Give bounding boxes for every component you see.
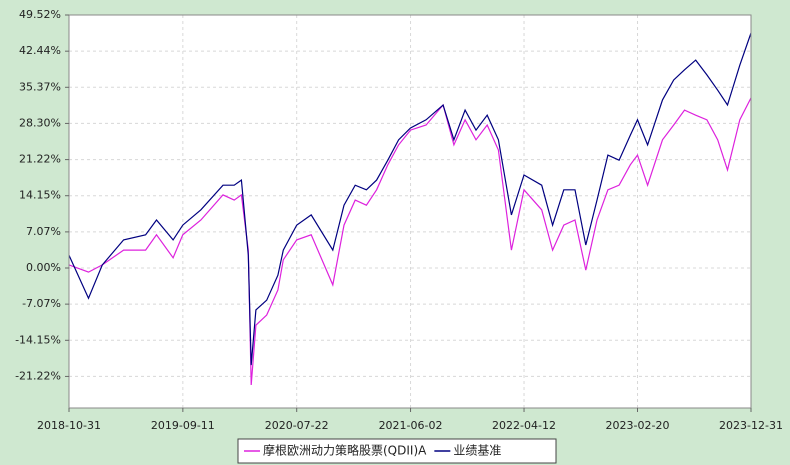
y-tick-label: 7.07% [26,225,61,238]
x-tick-label: 2019-09-11 [151,419,215,432]
x-tick-label: 2023-02-20 [606,419,670,432]
x-tick-label: 2023-12-31 [719,419,783,432]
plot-area [69,15,751,408]
lines [68,32,752,386]
y-tick-label: 42.44% [19,44,61,57]
y-tick-label: -14.15% [15,333,61,346]
x-tick-label: 2021-06-02 [379,419,443,432]
y-tick-label: 35.37% [19,80,61,93]
labels: -21.22% -14.15% -7.07% 0.00% 7.07% 14.15% 21.2… [15,8,783,432]
plot-border [68,14,752,409]
y-tick-label: 49.52% [19,8,61,21]
x-tick-label: 2022-04-12 [492,419,556,432]
legend-label: 摩根欧洲动力策略股票(QDII)A [263,443,427,458]
y-tick-label: 14.15% [19,189,61,202]
x-tick-label: 2020-07-22 [265,419,329,432]
y-tick-label: -7.07% [22,297,61,310]
series-line [68,32,752,366]
legend-items: 摩根欧洲动力策略股票(QDII)A 业绩基准 [244,443,501,458]
y-tick-label: 28.30% [19,116,61,129]
x-tick-label: 2018-10-31 [37,419,101,432]
y-tick-label: 21.22% [19,153,61,166]
series-line [68,97,752,386]
y-tick-label: -21.22% [15,369,61,382]
y-tick-label: 0.00% [26,261,61,274]
legend [237,438,557,464]
legend-label: 业绩基准 [453,444,501,458]
